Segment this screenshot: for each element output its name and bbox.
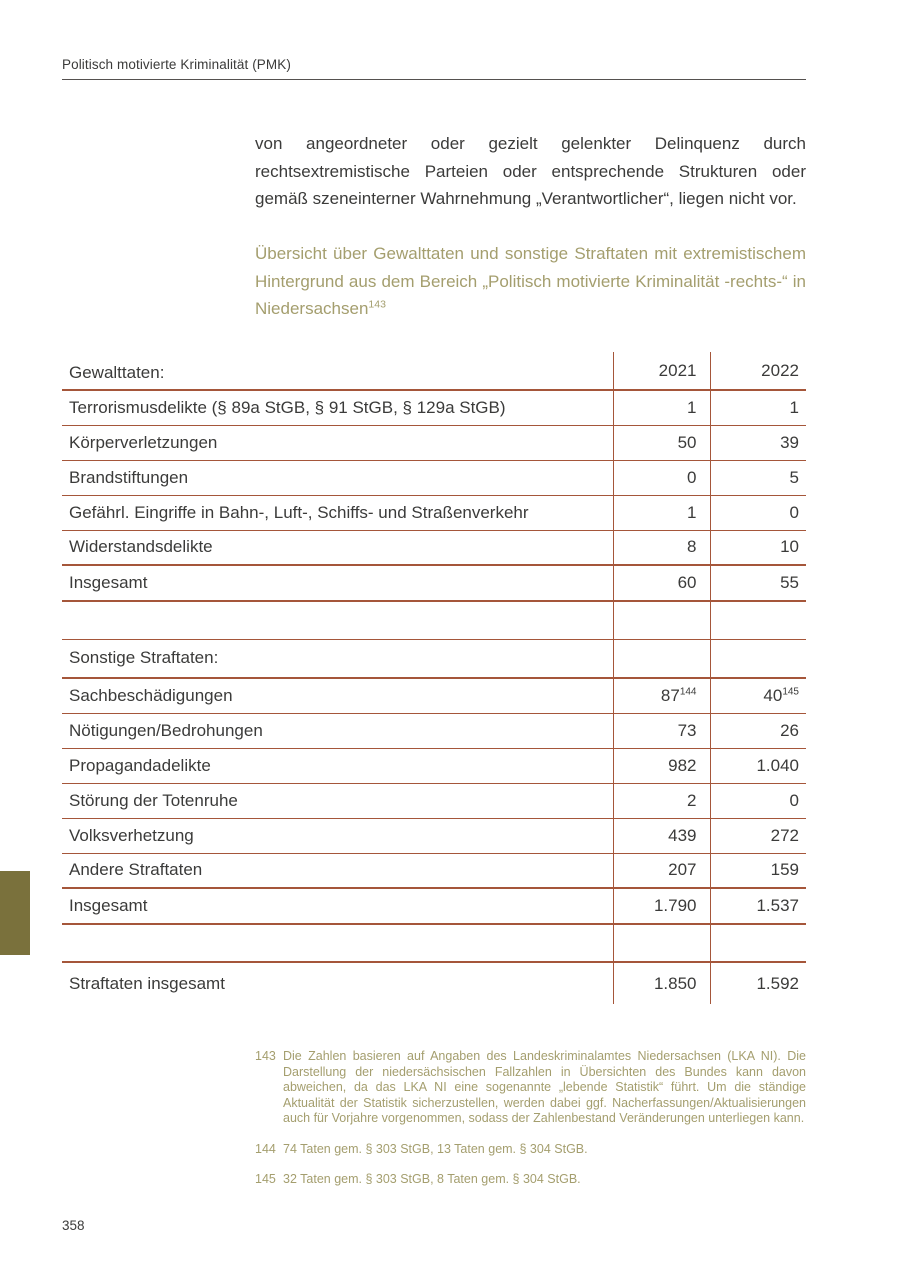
footnote-ref-145: 145 — [782, 686, 799, 698]
page-number: 358 — [62, 1218, 85, 1233]
cell-value-2021: 0 — [612, 460, 710, 496]
cell-value-2021: 73 — [612, 713, 710, 749]
cell-value-2022: 10 — [709, 530, 806, 566]
cell-value-2022: 0 — [709, 495, 806, 531]
footnote-143: 143 Die Zahlen basieren auf Angaben des L… — [255, 1049, 806, 1127]
cell-value-2022 — [709, 924, 806, 963]
cell-label: Terrorismusdelikte (§ 89a StGB, § 91 StG… — [62, 390, 613, 426]
table-row-normal: Körperverletzungen 50 39 — [62, 425, 806, 461]
table-body: Terrorismusdelikte (§ 89a StGB, § 91 StG… — [62, 390, 806, 1004]
table-row-normal: Gefährl. Eingriffe in Bahn-, Luft-, Schi… — [62, 495, 806, 531]
cell-label: Straftaten insgesamt — [62, 961, 613, 1004]
footnote-number: 145 — [255, 1172, 276, 1186]
chapter-margin-marker — [0, 871, 30, 955]
column-header-2021: 2021 — [612, 352, 710, 391]
footnote-144: 144 74 Taten gem. § 303 StGB, 13 Taten ge… — [255, 1142, 806, 1158]
cell-value-2021: 1 — [612, 390, 710, 426]
table-header-row: Gewalttaten: 2021 2022 — [62, 352, 806, 391]
cell-value-2021: 2 — [612, 783, 710, 819]
cell-value-2021: 439 — [612, 818, 710, 854]
table-row-spacer — [62, 924, 806, 963]
cell-label: Sachbeschädigungen — [62, 678, 613, 714]
cell-value-2022: 40145 — [709, 678, 806, 714]
footnote-text: 74 Taten gem. § 303 StGB, 13 Taten gem. … — [283, 1141, 588, 1156]
section-heading: Übersicht über Gewalttaten und sonstige … — [255, 240, 806, 323]
intro-paragraph: von angeordneter oder gezielt gelenkter … — [255, 134, 806, 208]
cell-value-2021: 982 — [612, 748, 710, 784]
table-row-normal: Andere Straftaten 207 159 — [62, 853, 806, 889]
cell-label: Volksverhetzung — [62, 818, 613, 854]
cell-value-2022: 0 — [709, 783, 806, 819]
column-header-2022: 2022 — [709, 352, 806, 391]
footnote-text: Die Zahlen basieren auf Angaben des Land… — [283, 1049, 806, 1125]
cell-label: Insgesamt — [62, 564, 613, 602]
cell-value-2021: 50 — [612, 425, 710, 461]
cell-value-2022: 26 — [709, 713, 806, 749]
table-row-total: Insgesamt 60 55 — [62, 564, 806, 602]
cell-label: Brandstiftungen — [62, 460, 613, 496]
cell-label: Gefährl. Eingriffe in Bahn-, Luft-, Schi… — [62, 495, 613, 531]
cell-label: Andere Straftaten — [62, 853, 613, 889]
running-header: Politisch motivierte Kriminalität (PMK) — [62, 57, 291, 72]
column-header-category: Gewalttaten: — [62, 352, 613, 391]
cell-value-2021 — [612, 924, 710, 963]
cell-label: Widerstandsdelikte — [62, 530, 613, 566]
header-rule — [62, 79, 806, 80]
table-row-spacer — [62, 601, 806, 640]
cell-value-2021: 87144 — [612, 678, 710, 714]
table-row-grand: Straftaten insgesamt 1.850 1.592 — [62, 961, 806, 1004]
cell-value-2022: 1.040 — [709, 748, 806, 784]
table-row-total: Insgesamt 1.790 1.537 — [62, 887, 806, 925]
table-row-normal: Brandstiftungen 0 5 — [62, 460, 806, 496]
cell-value-2021 — [612, 601, 710, 640]
footnote-ref-144: 144 — [679, 686, 697, 698]
statistics-table: Gewalttaten: 2021 2022 Terrorismusdelikt… — [62, 352, 806, 1004]
cell-value-2021: 1.790 — [612, 887, 710, 925]
footnote-number: 143 — [255, 1049, 276, 1063]
cell-label: Körperverletzungen — [62, 425, 613, 461]
cell-label — [62, 924, 613, 963]
cell-value-2022: 159 — [709, 853, 806, 889]
table-row-normal: Sachbeschädigungen 87144 40145 — [62, 678, 806, 714]
cell-label: Störung der Totenruhe — [62, 783, 613, 819]
footnote-145: 145 32 Taten gem. § 303 StGB, 8 Taten gem… — [255, 1172, 806, 1188]
table-row-normal: Nötigungen/Bedrohungen 73 26 — [62, 713, 806, 749]
cell-label: Insgesamt — [62, 887, 613, 925]
table-row-normal: Propagandadelikte 982 1.040 — [62, 748, 806, 784]
footnote-text: 32 Taten gem. § 303 StGB, 8 Taten gem. §… — [283, 1172, 581, 1186]
cell-value-2022: 1.537 — [709, 887, 806, 925]
cell-value-2022: 55 — [709, 564, 806, 602]
cell-value-2021 — [612, 639, 710, 679]
cell-label: Nötigungen/Bedrohungen — [62, 713, 613, 749]
cell-value-2021: 8 — [612, 530, 710, 566]
table-row-normal: Terrorismusdelikte (§ 89a StGB, § 91 StG… — [62, 390, 806, 426]
table-row-section: Sonstige Straftaten: — [62, 639, 806, 679]
footnotes-block: 143 Die Zahlen basieren auf Angaben des L… — [255, 1049, 806, 1203]
cell-value-2022 — [709, 639, 806, 679]
cell-value-2022 — [709, 601, 806, 640]
cell-value-2021: 60 — [612, 564, 710, 602]
cell-value-2022: 1.592 — [709, 961, 806, 1004]
pmk-rechts-table: Gewalttaten: 2021 2022 Terrorismusdelikt… — [62, 352, 806, 1004]
footnote-number: 144 — [255, 1141, 276, 1156]
cell-label: Propagandadelikte — [62, 748, 613, 784]
table-row-normal: Störung der Totenruhe 2 0 — [62, 783, 806, 819]
cell-value-2022: 272 — [709, 818, 806, 854]
cell-value-2021: 1 — [612, 495, 710, 531]
cell-label — [62, 601, 613, 640]
cell-value-2021: 1.850 — [612, 961, 710, 1004]
cell-label: Sonstige Straftaten: — [62, 639, 613, 679]
footnote-ref-143: 143 — [368, 298, 386, 311]
cell-value-2022: 39 — [709, 425, 806, 461]
cell-value-2022: 5 — [709, 460, 806, 496]
section-heading-text: Übersicht über Gewalttaten und sonstige … — [255, 244, 806, 318]
cell-value-2021: 207 — [612, 853, 710, 889]
cell-value-2022: 1 — [709, 390, 806, 426]
table-row-normal: Volksverhetzung 439 272 — [62, 818, 806, 854]
table-row-normal: Widerstandsdelikte 8 10 — [62, 530, 806, 566]
